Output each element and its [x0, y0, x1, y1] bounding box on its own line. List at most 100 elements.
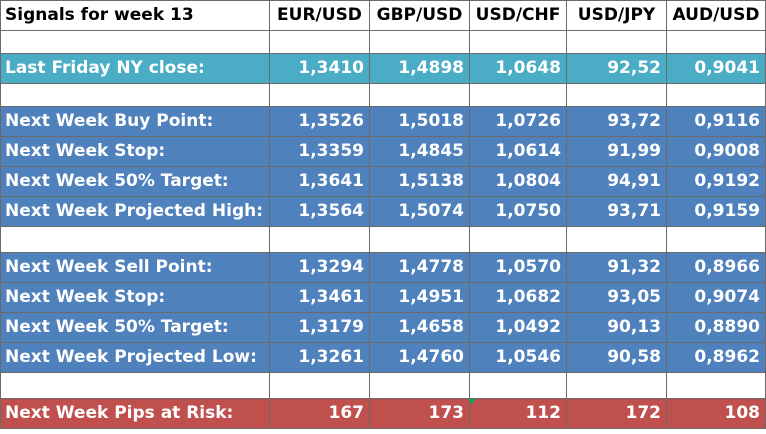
row-label: Next Week Projected High: — [0, 196, 270, 227]
value-cell: 94,91 — [566, 166, 667, 197]
empty-cell — [566, 226, 667, 253]
value-cell: 0,9116 — [666, 106, 766, 137]
value-cell: 1,0546 — [469, 342, 567, 373]
value-cell: 1,4760 — [369, 342, 470, 373]
buy-stop-row: Next Week Stop: 1,3359 1,4845 1,0614 91,… — [0, 136, 766, 167]
value-cell-with-comment-marker: 112 — [469, 398, 567, 429]
projected-low-row: Next Week Projected Low: 1,3261 1,4760 1… — [0, 342, 766, 373]
empty-cell — [666, 83, 766, 107]
value-cell: 91,32 — [566, 252, 667, 283]
value-cell: 0,9008 — [666, 136, 766, 167]
row-label: Next Week Stop: — [0, 136, 270, 167]
value-cell: 1,0570 — [469, 252, 567, 283]
value-cell: 0,8890 — [666, 312, 766, 343]
value-cell: 1,5138 — [369, 166, 470, 197]
empty-cell — [0, 83, 270, 107]
value-cell: 1,3410 — [269, 53, 370, 84]
value-cell: 1,4778 — [369, 252, 470, 283]
value-cell: 1,4898 — [369, 53, 470, 84]
empty-cell — [566, 372, 667, 399]
column-header-usdjpy: USD/JPY — [566, 0, 667, 31]
value-cell: 0,9041 — [666, 53, 766, 84]
sell-point-row: Next Week Sell Point: 1,3294 1,4778 1,05… — [0, 252, 766, 283]
sell-stop-row: Next Week Stop: 1,3461 1,4951 1,0682 93,… — [0, 282, 766, 313]
value-cell: 108 — [666, 398, 766, 429]
empty-cell — [0, 226, 270, 253]
column-header-usdchf: USD/CHF — [469, 0, 567, 31]
row-label: Next Week Projected Low: — [0, 342, 270, 373]
sell-target-row: Next Week 50% Target: 1,3179 1,4658 1,04… — [0, 312, 766, 343]
value-cell: 1,3564 — [269, 196, 370, 227]
empty-cell — [369, 83, 470, 107]
header-row: Signals for week 13 EUR/USD GBP/USD USD/… — [0, 0, 766, 31]
column-header-eurusd: EUR/USD — [269, 0, 370, 31]
value-cell: 1,0750 — [469, 196, 567, 227]
friday-close-row: Last Friday NY close: 1,3410 1,4898 1,06… — [0, 53, 766, 84]
value-cell: 173 — [369, 398, 470, 429]
empty-cell — [566, 30, 667, 54]
row-label: Next Week Pips at Risk: — [0, 398, 270, 429]
empty-cell — [269, 226, 370, 253]
empty-cell — [666, 30, 766, 54]
value-cell: 1,4845 — [369, 136, 470, 167]
value-cell: 91,99 — [566, 136, 667, 167]
row-label: Next Week 50% Target: — [0, 312, 270, 343]
empty-cell — [269, 83, 370, 107]
value-cell: 1,3261 — [269, 342, 370, 373]
value-cell: 1,3526 — [269, 106, 370, 137]
value-cell: 93,72 — [566, 106, 667, 137]
value-cell: 90,58 — [566, 342, 667, 373]
spacer-row — [0, 226, 766, 253]
value-cell: 0,9159 — [666, 196, 766, 227]
value-cell: 1,0726 — [469, 106, 567, 137]
value-cell: 92,52 — [566, 53, 667, 84]
value-cell: 1,0804 — [469, 166, 567, 197]
value-cell: 172 — [566, 398, 667, 429]
row-label: Next Week 50% Target: — [0, 166, 270, 197]
spacer-row — [0, 83, 766, 107]
value-cell: 0,9192 — [666, 166, 766, 197]
empty-cell — [269, 30, 370, 54]
value-cell: 1,5018 — [369, 106, 470, 137]
empty-cell — [0, 372, 270, 399]
empty-cell — [469, 83, 567, 107]
projected-high-row: Next Week Projected High: 1,3564 1,5074 … — [0, 196, 766, 227]
value-cell: 1,4658 — [369, 312, 470, 343]
empty-cell — [369, 30, 470, 54]
empty-cell — [469, 30, 567, 54]
value-cell: 1,3359 — [269, 136, 370, 167]
value-cell: 1,3294 — [269, 252, 370, 283]
value-cell: 1,5074 — [369, 196, 470, 227]
buy-target-row: Next Week 50% Target: 1,3641 1,5138 1,08… — [0, 166, 766, 197]
value-cell: 93,05 — [566, 282, 667, 313]
empty-cell — [469, 226, 567, 253]
value-cell: 1,4951 — [369, 282, 470, 313]
empty-cell — [369, 226, 470, 253]
empty-cell — [369, 372, 470, 399]
value-cell: 167 — [269, 398, 370, 429]
value-cell: 1,3179 — [269, 312, 370, 343]
table-title: Signals for week 13 — [0, 0, 270, 31]
value-cell: 1,3641 — [269, 166, 370, 197]
empty-cell — [666, 226, 766, 253]
row-label: Next Week Buy Point: — [0, 106, 270, 137]
empty-cell — [566, 83, 667, 107]
value-cell: 1,0682 — [469, 282, 567, 313]
value-cell: 90,13 — [566, 312, 667, 343]
value-cell: 0,8962 — [666, 342, 766, 373]
buy-point-row: Next Week Buy Point: 1,3526 1,5018 1,072… — [0, 106, 766, 137]
pips-at-risk-row: Next Week Pips at Risk: 167 173 112 172 … — [0, 398, 766, 429]
value-cell: 1,0492 — [469, 312, 567, 343]
empty-cell — [469, 372, 567, 399]
row-label: Next Week Sell Point: — [0, 252, 270, 283]
empty-cell — [666, 372, 766, 399]
value-cell: 1,0614 — [469, 136, 567, 167]
value-cell: 93,71 — [566, 196, 667, 227]
row-label: Last Friday NY close: — [0, 53, 270, 84]
row-label: Next Week Stop: — [0, 282, 270, 313]
value-cell: 1,0648 — [469, 53, 567, 84]
column-header-gbpusd: GBP/USD — [369, 0, 470, 31]
empty-cell — [269, 372, 370, 399]
empty-cell — [0, 30, 270, 54]
